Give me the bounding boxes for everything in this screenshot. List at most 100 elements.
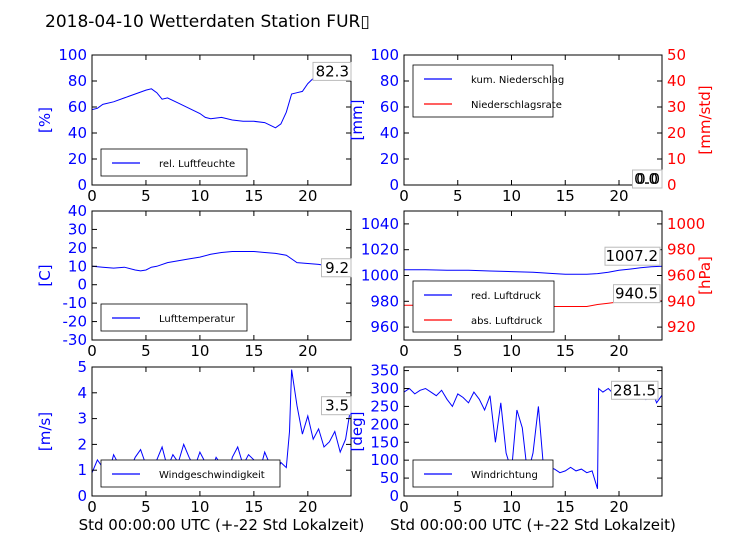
legend-label: Windgeschwindigkeit <box>159 470 265 481</box>
current-value-box <box>604 246 661 266</box>
legend-label: Windrichtung <box>471 470 538 481</box>
x-tick-label: 0 <box>399 342 409 360</box>
y-tick-label-right: 1000 <box>667 215 705 233</box>
chart-panel-precipitation: 0 5 10 15 20 0 20 40 60 80 100 0 10 20 30 40 50 [mm] [mm/s… <box>348 46 714 205</box>
current-value: 0.0 <box>636 170 660 188</box>
legend-box <box>412 280 555 333</box>
current-value-box <box>611 380 659 400</box>
x-tick-label: 20 <box>609 342 628 360</box>
y-axis-label: [mm] <box>348 100 366 141</box>
x-tick-label: 10 <box>502 342 521 360</box>
chart-panel-humidity: 0 5 10 15 20 0 20 40 60 80 100 [%] 82.3 rel. Luftfeuc… <box>36 46 352 205</box>
y-tick-label: -30 <box>63 331 88 349</box>
y-tick-label: 200 <box>370 415 399 433</box>
legend-label: Niederschlagsrate <box>471 100 562 111</box>
y-tick-label: 80 <box>68 72 87 90</box>
y-tick-label: 100 <box>370 46 399 64</box>
x-tick-label: 5 <box>453 342 463 360</box>
y-tick-label: 350 <box>370 362 399 380</box>
y-axis-label: [deg] <box>348 412 366 452</box>
x-tick-label: 20 <box>298 498 317 516</box>
current-value-box <box>312 61 352 81</box>
y-tick-label: 20 <box>68 239 87 257</box>
y-tick-label-right: 30 <box>667 98 686 116</box>
y-tick-label: 1 <box>77 461 87 479</box>
x-tick-label: 15 <box>244 342 263 360</box>
y-tick-label: -10 <box>63 294 88 312</box>
y-tick-label: 40 <box>68 124 87 142</box>
y-tick-label: 50 <box>380 469 399 487</box>
y-tick-label: 0 <box>77 176 87 194</box>
legend-label: kum. Niederschlag <box>471 75 564 86</box>
y-tick-label-right: 50 <box>667 46 686 64</box>
y-tick-label: 2 <box>77 435 87 453</box>
y-tick-label-right: 10 <box>667 150 686 168</box>
y-tick-label-right: 20 <box>667 124 686 142</box>
y-axis-label: [C] <box>36 264 54 286</box>
y-tick-label: 40 <box>68 202 87 220</box>
x-tick-label: 15 <box>556 342 575 360</box>
x-tick-label: 20 <box>609 498 628 516</box>
page-title: 2018-04-10 Wetterdaten Station FUR▯ <box>45 12 370 32</box>
y-tick-label: 20 <box>380 150 399 168</box>
x-tick-label: 10 <box>190 187 209 205</box>
x-tick-label: 10 <box>502 187 521 205</box>
y-axis-label: [%] <box>36 107 54 133</box>
chart-panel-pressure: 0 5 10 15 20 960 980 1000 1020 1040 920 940 960 980 10… <box>361 210 714 360</box>
x-tick-label: 0 <box>87 498 97 516</box>
y-tick-label: 100 <box>58 46 87 64</box>
y-tick-label: 1040 <box>361 215 399 233</box>
y-tick-label: 0 <box>389 487 399 505</box>
x-tick-label: 0 <box>399 498 409 516</box>
y-tick-label-right: 960 <box>667 267 696 285</box>
plot-frame <box>91 54 352 186</box>
y-tick-label-right: 940 <box>667 292 696 310</box>
x-tick-label: 15 <box>556 187 575 205</box>
y-tick-label: 4 <box>77 384 87 402</box>
x-tick-label: 15 <box>244 187 263 205</box>
current-value: 281.5 <box>613 381 656 399</box>
y-tick-label: 300 <box>370 380 399 398</box>
x-axis-label: Std 00:00:00 UTC (+-22 Std Lokalzeit) <box>79 516 365 534</box>
x-tick-label: 10 <box>502 498 521 516</box>
legend-label: Lufttemperatur <box>159 314 236 325</box>
y-tick-label: 60 <box>68 98 87 116</box>
series-line-pressure-0 <box>404 265 662 275</box>
y-tick-label: 0 <box>389 176 399 194</box>
x-tick-label: 5 <box>141 187 151 205</box>
plot-frame <box>403 366 663 497</box>
y-tick-label: 30 <box>68 220 87 238</box>
current-value: 9.2 <box>325 259 349 277</box>
y-tick-label: 40 <box>380 124 399 142</box>
x-tick-label: 5 <box>141 342 151 360</box>
current-value: 3.5 <box>325 397 349 415</box>
x-axis-label: Std 00:00:00 UTC (+-22 Std Lokalzeit) <box>390 516 676 534</box>
x-tick-label: 15 <box>244 498 263 516</box>
x-tick-label: 0 <box>399 187 409 205</box>
x-tick-label: 10 <box>190 498 209 516</box>
y-tick-label-right: 920 <box>667 318 696 336</box>
plot-frame <box>403 54 663 186</box>
x-tick-label: 5 <box>141 498 151 516</box>
x-tick-label: 0 <box>87 187 97 205</box>
legend-label: red. Luftdruck <box>471 291 541 302</box>
legend-box <box>412 64 554 118</box>
y-tick-label: 10 <box>68 257 87 275</box>
y-axis-label-right: [hPa] <box>696 256 714 295</box>
series-line-temperature-0 <box>92 251 351 272</box>
y-tick-label: 150 <box>370 433 399 451</box>
y-tick-label: -20 <box>63 313 88 331</box>
legend-label: abs. Luftdruck <box>471 316 542 327</box>
current-value: 1007.2 <box>606 247 659 265</box>
y-tick-label: 980 <box>370 292 399 310</box>
plot-frame <box>91 366 352 497</box>
x-tick-label: 5 <box>453 187 463 205</box>
y-axis-label: [m/s] <box>36 412 54 451</box>
current-value-box <box>321 396 352 416</box>
y-tick-label: 0 <box>77 487 87 505</box>
current-value-right-box <box>613 284 661 304</box>
x-tick-label: 5 <box>453 498 463 516</box>
x-tick-label: 20 <box>298 187 317 205</box>
